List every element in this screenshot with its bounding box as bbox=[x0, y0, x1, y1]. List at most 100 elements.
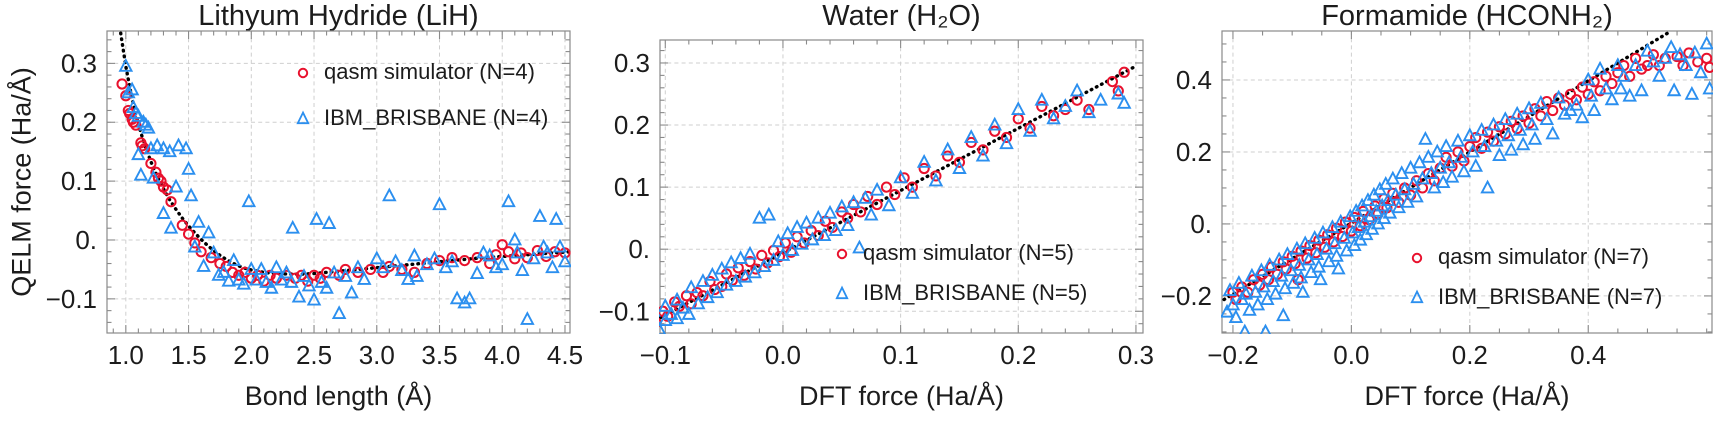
legend-label: qasm simulator (N=5) bbox=[863, 240, 1074, 265]
chart-title-formamide: Formamide (HCONH₂) bbox=[1321, 0, 1613, 32]
triangle-marker-icon bbox=[835, 285, 849, 300]
x-axis-label-water: DFT force (Ha/Å) bbox=[798, 381, 1005, 411]
data-point-circle bbox=[233, 269, 245, 281]
data-point-circle bbox=[1576, 81, 1588, 93]
data-point-triangle bbox=[816, 227, 832, 241]
y-tick-label: −0.2 bbox=[1161, 281, 1212, 311]
data-point-triangle bbox=[840, 217, 855, 232]
data-point-circle bbox=[930, 170, 942, 182]
data-point-triangle bbox=[515, 262, 530, 277]
data-point-circle bbox=[165, 196, 177, 208]
x-tick-label: 1.0 bbox=[108, 340, 144, 370]
data-point-circle bbox=[308, 269, 320, 281]
data-point-triangle bbox=[141, 119, 156, 134]
legend-label: qasm simulator (N=4) bbox=[324, 59, 535, 84]
data-point-triangle bbox=[146, 169, 161, 184]
data-point-triangle bbox=[975, 147, 991, 162]
data-point-triangle bbox=[231, 271, 247, 286]
data-point-triangle bbox=[1456, 163, 1472, 178]
data-point-triangle bbox=[321, 215, 337, 229]
data-point-triangle bbox=[369, 250, 385, 265]
data-point-circle bbox=[116, 78, 128, 90]
data-point-circle bbox=[189, 237, 201, 249]
data-point-circle bbox=[871, 198, 883, 211]
data-point-triangle bbox=[999, 135, 1014, 150]
data-point-triangle bbox=[940, 141, 955, 156]
legend-item-qasm: qasm simulator (N=7) bbox=[1408, 242, 1662, 272]
data-point-circle bbox=[1106, 75, 1119, 88]
data-point-triangle bbox=[149, 137, 165, 152]
data-point-triangle bbox=[306, 291, 322, 306]
data-point-triangle bbox=[1672, 46, 1688, 61]
data-point-triangle bbox=[1116, 94, 1132, 109]
data-point-triangle bbox=[794, 235, 810, 250]
data-point-triangle bbox=[952, 160, 967, 174]
data-point-triangle bbox=[201, 224, 216, 239]
data-point-triangle bbox=[552, 238, 568, 253]
data-point-triangle bbox=[309, 211, 324, 225]
y-tick-label: 0.1 bbox=[614, 172, 650, 202]
data-point-triangle bbox=[1046, 110, 1061, 125]
data-point-triangle bbox=[1313, 271, 1328, 286]
data-point-circle bbox=[977, 144, 989, 156]
y-tick-label: 0. bbox=[628, 234, 650, 264]
data-point-triangle bbox=[510, 244, 525, 259]
data-point-circle bbox=[182, 228, 195, 240]
data-point-triangle bbox=[548, 211, 564, 225]
data-point-circle bbox=[314, 272, 326, 284]
data-point-circle bbox=[364, 263, 377, 276]
data-point-triangle bbox=[1598, 80, 1614, 95]
data-point-triangle bbox=[269, 259, 284, 274]
data-point-circle bbox=[496, 239, 508, 251]
data-point-triangle bbox=[156, 140, 171, 155]
data-point-triangle bbox=[206, 244, 221, 259]
legend-lih: qasm simulator (N=4) IBM_BRISBANE (N=4) bbox=[294, 57, 548, 133]
y-axis-label: QELM force (Ha/Å) bbox=[6, 67, 37, 297]
data-point-triangle bbox=[259, 274, 274, 288]
data-point-triangle bbox=[236, 275, 252, 290]
data-point-triangle bbox=[663, 306, 679, 320]
data-point-triangle bbox=[1222, 282, 1238, 296]
data-point-triangle bbox=[1687, 44, 1703, 59]
data-point-triangle bbox=[1657, 50, 1673, 64]
data-point-triangle bbox=[291, 288, 307, 303]
data-point-triangle bbox=[536, 238, 551, 253]
x-tick-label: 0.2 bbox=[1000, 340, 1036, 370]
data-point-triangle bbox=[1580, 71, 1596, 86]
panel-water: Water (H₂O) −0.1 0.0 0.1 0.2 0.3 −0.1 0. 0.1 0.2… bbox=[575, 0, 1154, 429]
data-point-circle bbox=[459, 254, 471, 267]
plot-frame bbox=[106, 30, 571, 334]
data-point-circle bbox=[433, 254, 446, 267]
data-point-triangle bbox=[834, 198, 850, 213]
data-point-triangle bbox=[545, 259, 560, 274]
legend-water: qasm simulator (N=5) IBM_BRISBANE (N=5) bbox=[833, 238, 1087, 308]
data-point-triangle bbox=[1666, 82, 1682, 97]
y-tick-label: 0.4 bbox=[1176, 65, 1212, 95]
x-tick-label: 4.0 bbox=[484, 340, 520, 370]
data-point-triangle bbox=[1022, 122, 1038, 137]
data-point-triangle bbox=[1501, 127, 1516, 142]
data-point-triangle bbox=[457, 294, 472, 309]
x-tick-label: 0.0 bbox=[1333, 340, 1369, 370]
data-point-circle bbox=[239, 266, 251, 278]
data-point-circle bbox=[1630, 52, 1642, 64]
data-point-triangle bbox=[1509, 105, 1525, 120]
data-point-triangle bbox=[1450, 132, 1466, 147]
data-point-circle bbox=[145, 157, 157, 170]
data-point-triangle bbox=[681, 306, 697, 320]
data-point-triangle bbox=[869, 181, 885, 196]
x-tick-label: 0.0 bbox=[765, 340, 801, 370]
data-point-circle bbox=[509, 253, 521, 265]
data-point-triangle bbox=[1239, 323, 1251, 334]
data-point-triangle bbox=[1276, 307, 1291, 322]
data-point-triangle bbox=[1592, 60, 1608, 75]
data-point-triangle bbox=[1477, 138, 1492, 152]
data-point-triangle bbox=[1569, 96, 1584, 111]
data-point-triangle bbox=[331, 305, 347, 320]
data-point-circle bbox=[880, 181, 893, 193]
data-point-triangle bbox=[669, 310, 685, 325]
data-point-triangle bbox=[1699, 35, 1713, 50]
data-point-triangle bbox=[427, 250, 442, 265]
data-point-circle bbox=[918, 162, 930, 175]
y-tick-label: 0.3 bbox=[614, 48, 650, 78]
